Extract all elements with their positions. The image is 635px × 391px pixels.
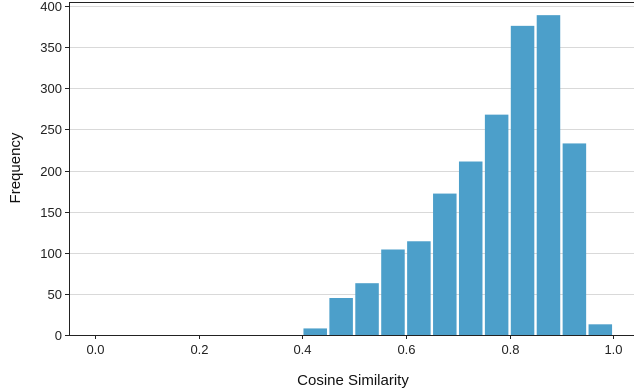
histogram-bar-3 [381, 249, 405, 335]
y-tick-label-1: 50 [48, 287, 62, 302]
histogram-bar-8 [510, 25, 535, 335]
x-tick-label-3: 0.6 [397, 342, 415, 357]
y-tick-label-2: 100 [40, 246, 62, 261]
x-tick-label-1: 0.2 [190, 342, 208, 357]
tick-layer: 0 50 100 150 200 250 300 350 400 0.0 0.2 0.4 0.6 0.8 1… [40, 0, 622, 357]
y-tick-label-8: 400 [40, 0, 62, 14]
grid-layer [69, 6, 634, 295]
x-tick-label-5: 1.0 [604, 342, 622, 357]
histogram-bar-7 [484, 114, 509, 336]
y-axis-title: Frequency [7, 132, 24, 203]
bar-layer [303, 15, 613, 336]
y-tick-label-5: 250 [40, 122, 62, 137]
y-tick-label-3: 150 [40, 205, 62, 220]
histogram-bar-0 [303, 328, 327, 335]
x-tick-label-4: 0.8 [501, 342, 519, 357]
y-tick-label-4: 200 [40, 164, 62, 179]
histogram-bar-6 [458, 161, 483, 335]
histogram-bar-9 [536, 15, 561, 336]
histogram-bar-10 [562, 143, 587, 335]
x-axis-title: Cosine Similarity [297, 372, 409, 389]
histogram-bar-4 [407, 241, 431, 335]
axis-layer [69, 2, 634, 336]
x-tick-label-0: 0.0 [86, 342, 104, 357]
y-tick-label-6: 300 [40, 81, 62, 96]
histogram-bar-2 [355, 283, 379, 335]
histogram-bar-1 [329, 298, 353, 335]
histogram-bar-11 [588, 324, 613, 335]
histogram-bar-5 [433, 193, 457, 335]
y-tick-label-0: 0 [55, 328, 62, 343]
y-tick-label-7: 350 [40, 40, 62, 55]
x-tick-label-2: 0.4 [293, 342, 311, 357]
